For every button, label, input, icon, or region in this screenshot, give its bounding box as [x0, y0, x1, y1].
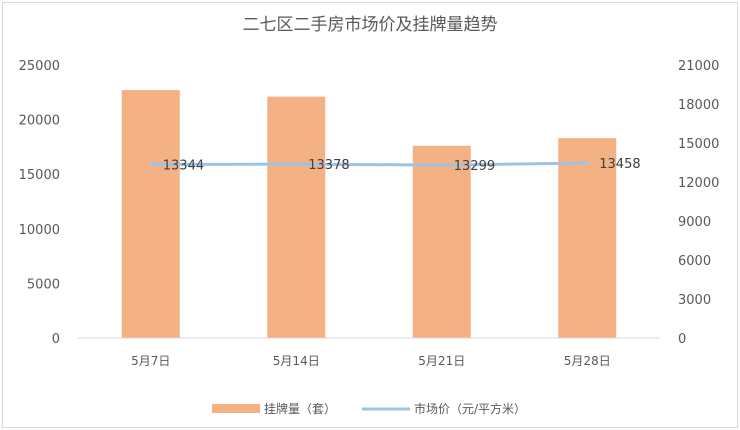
line-data-label: 13378 — [308, 158, 349, 173]
chart-title: 二七区二手房市场价及挂牌量趋势 — [243, 15, 498, 35]
legend-line-label: 市场价（元/平方米） — [414, 401, 526, 416]
right-axis-tick-label: 0 — [678, 332, 686, 347]
x-axis-tick-label: 5月14日 — [273, 354, 320, 368]
x-axis-tick-label: 5月21日 — [418, 354, 465, 368]
x-axis-labels: 5月7日 5月14日 5月21日 5月28日 — [131, 354, 611, 368]
left-axis: 0 5000 10000 15000 20000 25000 — [19, 59, 60, 347]
line-data-label: 13299 — [454, 159, 495, 174]
x-axis-tick-label: 5月28日 — [564, 354, 611, 368]
line-point — [585, 161, 589, 165]
left-axis-tick-label: 20000 — [19, 114, 60, 129]
left-axis-tick-label: 10000 — [19, 223, 60, 238]
bar — [412, 145, 471, 338]
market-price-line — [150, 161, 588, 167]
left-axis-tick-label: 25000 — [19, 59, 60, 74]
left-axis-tick-label: 5000 — [27, 277, 60, 292]
legend: 挂牌量（套） 市场价（元/平方米） — [212, 401, 526, 416]
line-point — [294, 162, 298, 166]
right-axis-tick-label: 9000 — [678, 215, 711, 230]
left-axis-tick-label: 15000 — [19, 168, 60, 183]
right-axis-tick-label: 18000 — [678, 98, 719, 113]
right-axis-tick-label: 12000 — [678, 176, 719, 191]
right-axis-tick-label: 6000 — [678, 254, 711, 269]
right-axis-tick-label: 3000 — [678, 293, 711, 308]
x-axis-tick-label: 5月7日 — [131, 354, 170, 368]
line-data-label: 13344 — [163, 159, 204, 174]
bar — [121, 90, 180, 338]
bar-series — [121, 90, 617, 338]
right-axis: 0 3000 6000 9000 12000 15000 18000 21000 — [678, 59, 719, 347]
line-point — [440, 163, 444, 167]
bar — [267, 96, 326, 338]
line-data-label: 13458 — [599, 157, 640, 172]
line-series: 13344 13378 13299 13458 — [149, 157, 641, 174]
line-point — [149, 163, 153, 167]
legend-bar-label: 挂牌量（套） — [264, 402, 336, 416]
bar — [558, 138, 617, 338]
legend-bar-swatch — [212, 404, 260, 413]
left-axis-tick-label: 0 — [52, 332, 60, 347]
right-axis-tick-label: 21000 — [678, 59, 719, 74]
right-axis-tick-label: 15000 — [678, 137, 719, 152]
